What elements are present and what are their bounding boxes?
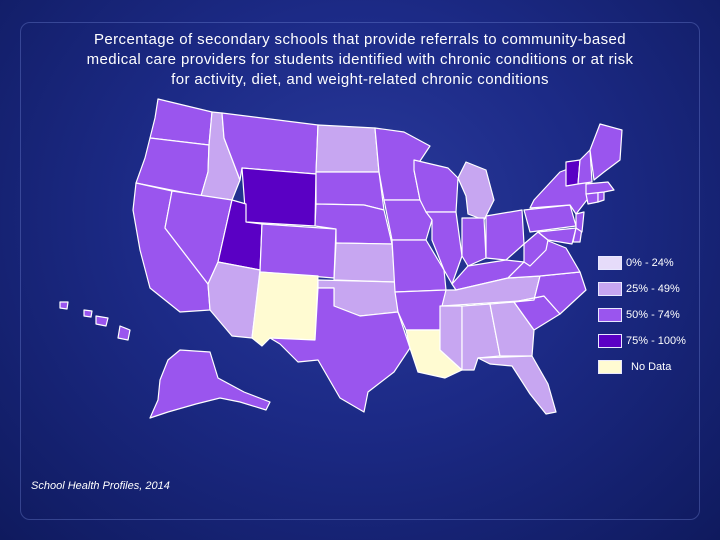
- state-il: [425, 211, 463, 285]
- legend-item: 0% - 24%: [598, 254, 708, 280]
- legend-swatch-75-100: [598, 334, 622, 348]
- legend-label: No Data: [631, 361, 672, 373]
- state-wa: [149, 98, 213, 146]
- legend-item: 25% - 49%: [598, 280, 708, 306]
- legend-swatch-25-49: [598, 282, 622, 296]
- legend-item: 50% - 74%: [598, 306, 708, 332]
- state-ks: [333, 242, 396, 283]
- title-line-3: for activity, diet, and weight-related c…: [171, 71, 549, 88]
- legend-swatch-no-data: [598, 360, 622, 374]
- state-mi: [457, 161, 495, 221]
- legend-label: 50% - 74%: [626, 309, 680, 321]
- state-az: [207, 261, 261, 339]
- legend-label: 75% - 100%: [626, 335, 686, 347]
- state-md: [537, 227, 577, 245]
- state-mo: [391, 239, 447, 293]
- state-fl: [477, 355, 557, 415]
- state-nd: [315, 124, 380, 173]
- map-title: Percentage of secondary schools that pro…: [24, 30, 696, 90]
- state-hi-maui: [95, 315, 109, 327]
- title-line-1: Percentage of secondary schools that pro…: [94, 31, 626, 48]
- state-ak: [149, 349, 271, 419]
- state-ma: [585, 181, 615, 195]
- legend-item: No Data: [598, 358, 708, 384]
- state-ia: [383, 199, 433, 241]
- title-line-2: medical care providers for students iden…: [86, 51, 634, 68]
- legend-item: 75% - 100%: [598, 332, 708, 358]
- state-ar: [394, 289, 447, 331]
- state-hi-kauai: [59, 301, 69, 310]
- state-ri: [597, 191, 605, 203]
- legend-swatch-50-74: [598, 308, 622, 322]
- legend-swatch-0-24: [598, 256, 622, 270]
- legend-label: 25% - 49%: [626, 283, 680, 295]
- state-in: [461, 217, 487, 267]
- state-nh: [577, 149, 593, 185]
- state-oh: [485, 209, 525, 261]
- state-hi-oahu: [83, 309, 93, 318]
- state-nj: [575, 211, 585, 233]
- source-note: School Health Profiles, 2014: [31, 480, 170, 492]
- state-hi-hawaii: [117, 325, 131, 341]
- state-co: [259, 223, 337, 279]
- state-pa: [523, 204, 577, 233]
- map-legend: 0% - 24% 25% - 49% 50% - 74% 75% - 100% …: [598, 254, 708, 384]
- state-me: [589, 123, 623, 181]
- state-nm: [251, 271, 319, 347]
- state-tx: [269, 287, 411, 413]
- slide-frame: [20, 22, 700, 520]
- legend-label: 0% - 24%: [626, 257, 674, 269]
- state-wy: [241, 167, 317, 227]
